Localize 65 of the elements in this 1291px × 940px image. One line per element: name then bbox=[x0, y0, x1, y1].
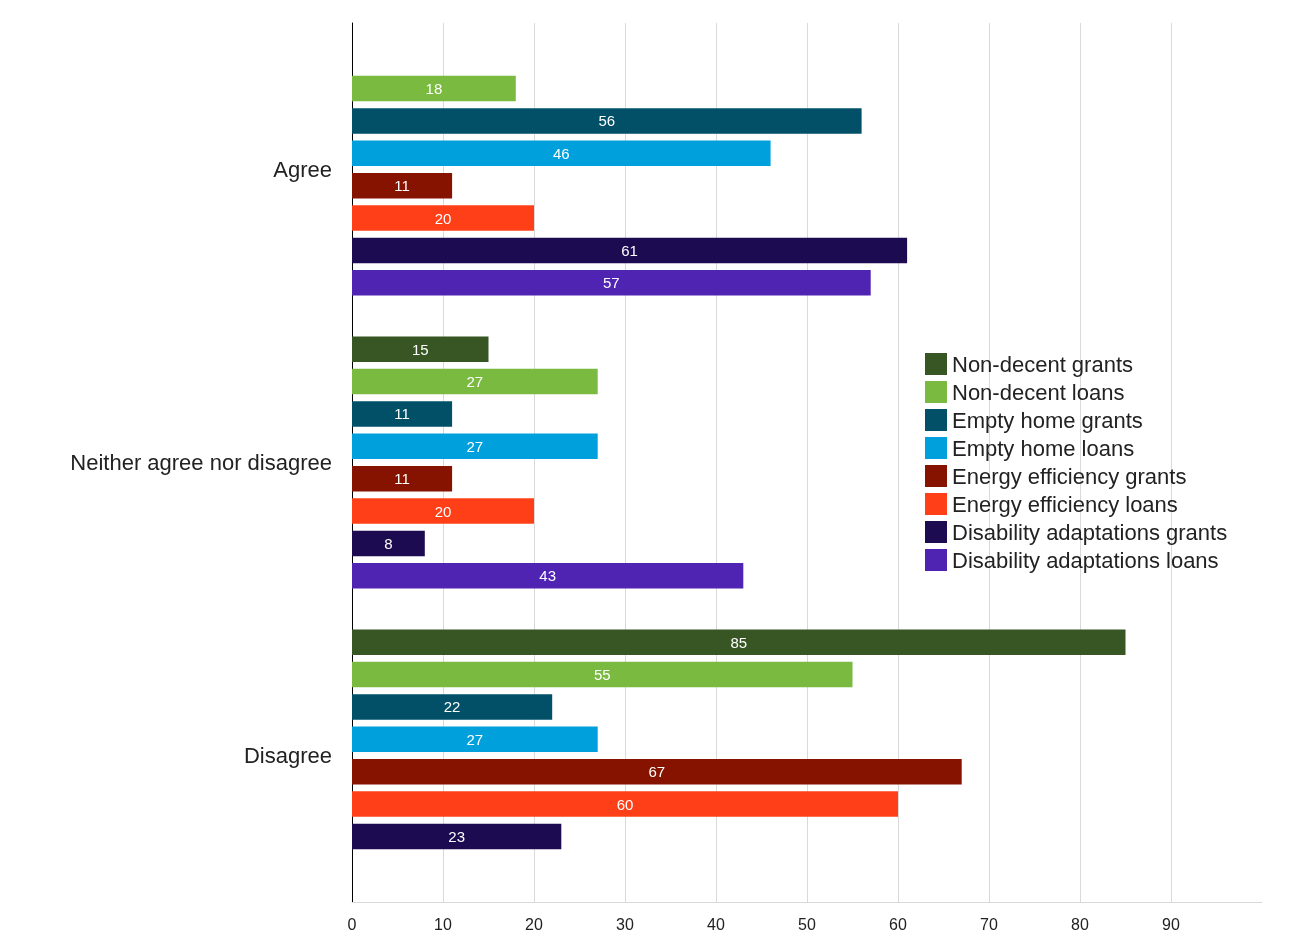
data-label: 20 bbox=[434, 209, 452, 227]
bar bbox=[352, 629, 1126, 655]
data-label: 67 bbox=[648, 763, 666, 781]
y-tick-label: Neither agree nor disagree bbox=[70, 450, 332, 475]
data-label: 60 bbox=[616, 795, 634, 813]
data-label: 85 bbox=[730, 633, 748, 651]
bar bbox=[352, 791, 898, 817]
x-tick-label: 40 bbox=[707, 915, 725, 933]
x-tick-label: 80 bbox=[1071, 915, 1089, 933]
data-label: 20 bbox=[434, 502, 452, 520]
data-label: 43 bbox=[539, 567, 556, 585]
data-label: 22 bbox=[443, 698, 461, 716]
bar bbox=[352, 270, 871, 296]
bar bbox=[352, 205, 534, 231]
legend-label: Non-decent loans bbox=[952, 379, 1125, 405]
x-tick-label: 30 bbox=[616, 915, 634, 933]
data-label: 56 bbox=[598, 112, 616, 130]
bar bbox=[352, 498, 534, 524]
bar bbox=[352, 75, 516, 102]
data-label: 46 bbox=[552, 144, 570, 162]
legend-label: Energy efficiency loans bbox=[952, 491, 1178, 517]
legend-label: Disability adaptations loans bbox=[952, 547, 1219, 573]
bar bbox=[352, 465, 453, 492]
bar bbox=[352, 237, 908, 264]
data-label: 27 bbox=[466, 730, 484, 748]
bar bbox=[352, 726, 598, 753]
bar bbox=[352, 661, 853, 688]
bar bbox=[352, 401, 453, 427]
data-label: 61 bbox=[621, 241, 638, 259]
bar bbox=[352, 140, 771, 167]
legend-label: Empty home grants bbox=[952, 407, 1143, 433]
data-label: 15 bbox=[411, 340, 429, 358]
legend-label: Empty home loans bbox=[952, 435, 1135, 461]
data-label: 55 bbox=[593, 666, 611, 684]
bar bbox=[352, 823, 562, 850]
data-label: 18 bbox=[425, 80, 443, 98]
x-tick-label: 0 bbox=[347, 915, 357, 933]
bar bbox=[352, 172, 453, 199]
data-label: 57 bbox=[603, 274, 620, 292]
data-label: 11 bbox=[394, 405, 410, 423]
legend-label: Energy efficiency grants bbox=[952, 463, 1187, 489]
legend-label: Non-decent grants bbox=[952, 351, 1133, 377]
bar bbox=[352, 530, 425, 557]
x-tick-label: 20 bbox=[525, 915, 543, 933]
data-label: 11 bbox=[394, 177, 410, 195]
x-tick-label: 60 bbox=[889, 915, 907, 933]
bar bbox=[352, 563, 744, 589]
x-tick-label: 70 bbox=[980, 915, 998, 933]
x-tick-label: 90 bbox=[1162, 915, 1180, 933]
bar bbox=[352, 694, 553, 720]
x-tick-label: 10 bbox=[434, 915, 452, 933]
data-label: 23 bbox=[448, 827, 465, 845]
y-tick-label: Disagree bbox=[243, 743, 332, 768]
bar bbox=[352, 336, 489, 362]
data-label: 27 bbox=[466, 373, 484, 391]
bar bbox=[352, 758, 962, 785]
data-label: 27 bbox=[466, 437, 484, 455]
data-label: 8 bbox=[384, 534, 393, 552]
legend-label: Disability adaptations grants bbox=[952, 519, 1228, 545]
x-tick-label: 50 bbox=[798, 915, 816, 933]
bar bbox=[352, 368, 598, 395]
bar bbox=[352, 433, 598, 460]
y-tick-label: Agree bbox=[273, 157, 332, 182]
bar bbox=[352, 108, 862, 134]
data-label: 11 bbox=[394, 470, 410, 488]
